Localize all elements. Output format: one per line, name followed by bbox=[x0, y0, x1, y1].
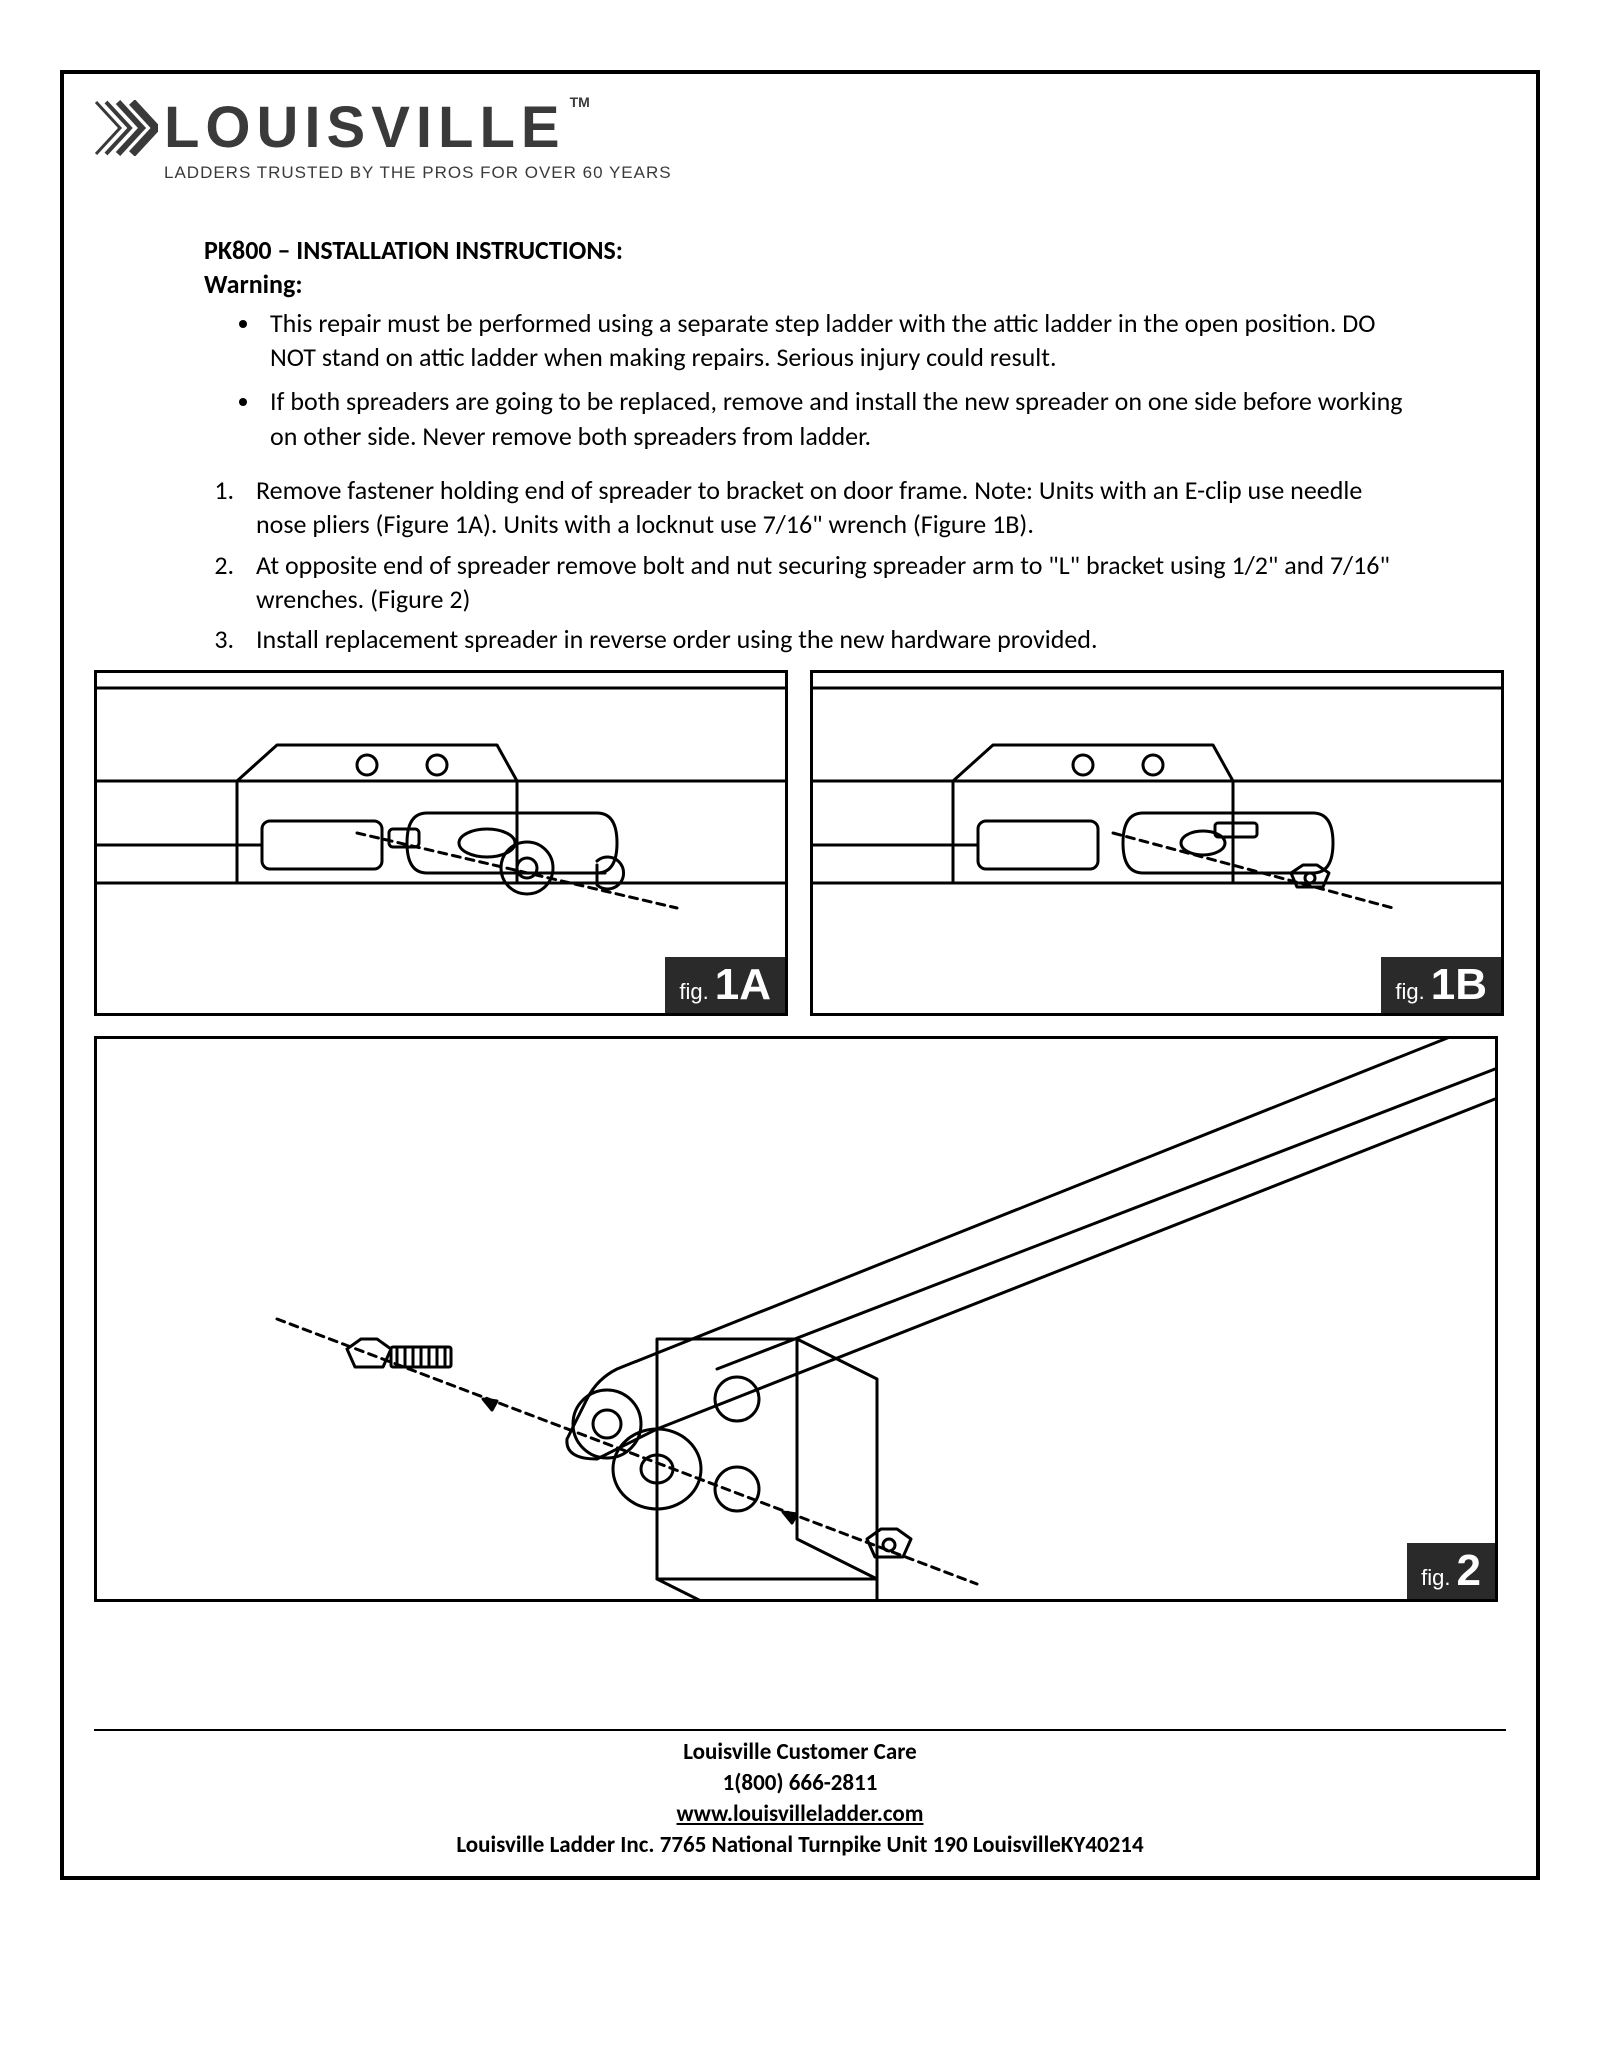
step-item: Remove fastener holding end of spreader … bbox=[240, 473, 1416, 542]
footer: Louisville Customer Care 1(800) 666-2811… bbox=[94, 1729, 1506, 1861]
brand-name: LOUISVILLETM bbox=[164, 94, 590, 161]
fig-number: 1A bbox=[715, 963, 771, 1007]
figure-1a: fig. 1A bbox=[94, 670, 788, 1016]
step-item: Install replacement spreader in reverse … bbox=[240, 622, 1416, 656]
chevrons-icon bbox=[94, 100, 158, 156]
step-item: At opposite end of spreader remove bolt … bbox=[240, 548, 1416, 617]
warning-item: If both spreaders are going to be replac… bbox=[262, 384, 1416, 453]
fig-prefix: fig. bbox=[679, 979, 708, 1005]
figure-1a-label: fig. 1A bbox=[665, 957, 785, 1013]
steps-list: Remove fastener holding end of spreader … bbox=[204, 473, 1416, 657]
trademark: TM bbox=[570, 94, 590, 110]
warning-item: This repair must be performed using a se… bbox=[262, 306, 1416, 375]
footer-line-1: Louisville Customer Care bbox=[94, 1737, 1506, 1768]
warning-label: Warning: bbox=[204, 267, 1416, 301]
tagline: LADDERS TRUSTED BY THE PROS FOR OVER 60 … bbox=[164, 163, 1506, 183]
fig-prefix: fig. bbox=[1421, 1565, 1450, 1591]
fig-prefix: fig. bbox=[1395, 979, 1424, 1005]
footer-line-4: Louisville Ladder Inc. 7765 National Tur… bbox=[94, 1830, 1506, 1861]
doc-title: PK800 – INSTALLATION INSTRUCTIONS: bbox=[204, 233, 1416, 267]
brand-text: LOUISVILLE bbox=[164, 95, 566, 160]
fig-number: 1B bbox=[1431, 963, 1487, 1007]
logo-block: LOUISVILLETM LADDERS TRUSTED BY THE PROS… bbox=[94, 94, 1506, 183]
figure-1b: fig. 1B bbox=[810, 670, 1504, 1016]
figure-2: fig. 2 bbox=[94, 1036, 1498, 1602]
fig-number: 2 bbox=[1457, 1549, 1481, 1593]
logo-row: LOUISVILLETM bbox=[94, 94, 1506, 161]
figure-1b-label: fig. 1B bbox=[1381, 957, 1501, 1013]
page: LOUISVILLETM LADDERS TRUSTED BY THE PROS… bbox=[0, 0, 1600, 2070]
content: PK800 – INSTALLATION INSTRUCTIONS: Warni… bbox=[94, 233, 1506, 656]
footer-line-2: 1(800) 666-2811 bbox=[94, 1768, 1506, 1799]
document-frame: LOUISVILLETM LADDERS TRUSTED BY THE PROS… bbox=[60, 70, 1540, 1880]
figures-row-top: fig. 1A bbox=[94, 670, 1506, 1016]
figure-2-label: fig. 2 bbox=[1407, 1543, 1495, 1599]
warning-list: This repair must be performed using a se… bbox=[204, 306, 1416, 453]
figure-2-drawing bbox=[97, 1039, 1495, 1599]
footer-line-3: www.louisvilleladder.com bbox=[94, 1799, 1506, 1830]
